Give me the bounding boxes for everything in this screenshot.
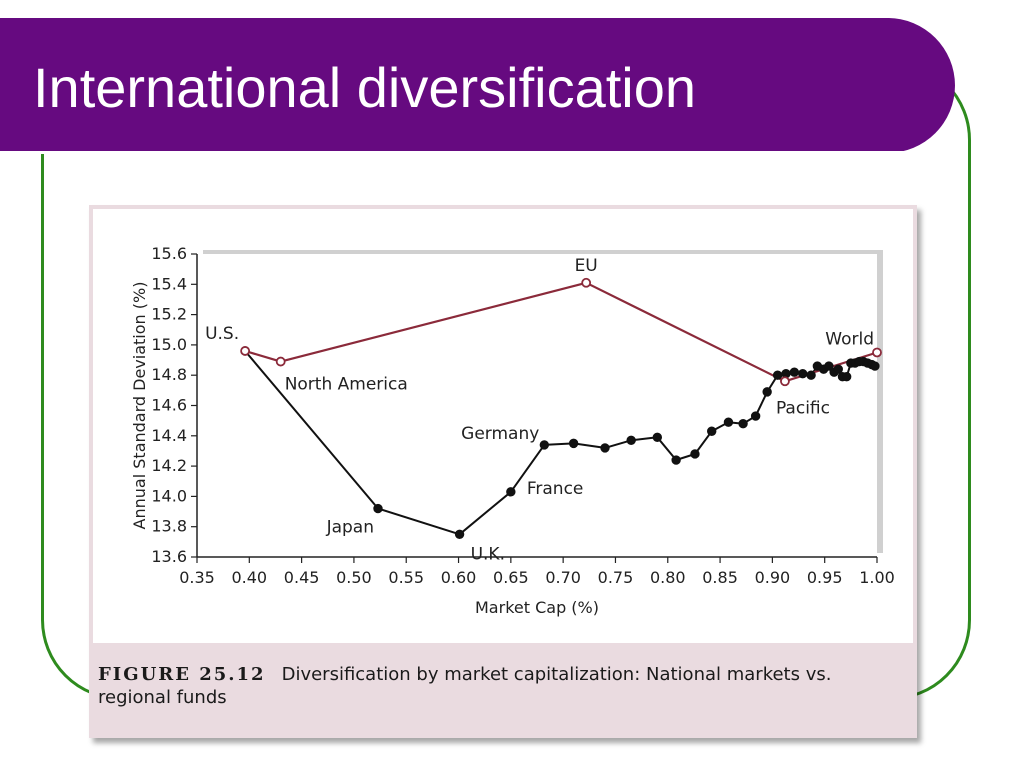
x-tick-label: 0.50 [336, 568, 372, 587]
national-market-point [723, 417, 734, 427]
national-market-point [539, 440, 550, 450]
national-market-point [750, 411, 761, 421]
y-tick-label: 15.4 [151, 274, 187, 293]
x-tick-label: 1.00 [859, 568, 895, 587]
title-underline [0, 151, 906, 154]
national-market-point [806, 370, 816, 380]
plot-area: 13.6 13.8 14.0 14.2 14.4 14.6 14.8 15.0 15.2 15.4… [93, 209, 913, 643]
national-market-point [454, 529, 465, 539]
regional-fund-point [240, 346, 251, 356]
x-tick-label: 0.35 [179, 568, 215, 587]
y-tick-label: 14.4 [151, 426, 187, 445]
national-market-point [373, 503, 383, 514]
y-tick-label: 13.8 [151, 517, 187, 536]
national-market-point [690, 449, 700, 459]
regional-fund-point [581, 277, 592, 288]
national-market-point [671, 455, 681, 465]
x-tick-label: 0.80 [650, 568, 686, 587]
national-market-point [824, 361, 834, 371]
national-market-point [707, 426, 717, 436]
y-tick-label: 14.6 [151, 396, 187, 415]
national-market-point [841, 372, 852, 382]
point-label: Germany [461, 424, 539, 444]
chart: 13.6 13.8 14.0 14.2 14.4 14.6 14.8 15.0 15.2 15.4… [130, 244, 895, 617]
national-market-point [833, 364, 843, 374]
x-tick-label: 0.90 [755, 568, 791, 587]
regional-fund-point [780, 376, 790, 387]
title-bar: International diversification [0, 18, 955, 154]
regional-fund-point [872, 347, 882, 358]
point-label: Japan [326, 518, 374, 538]
x-tick-label: 0.65 [493, 568, 529, 587]
point-label: North America [285, 375, 408, 395]
x-tick-label: 0.70 [545, 568, 581, 587]
y-tick-label: 14.8 [151, 365, 187, 384]
national-market-point [772, 370, 783, 380]
figure-caption-text: Diversification by market capitalization… [98, 664, 832, 708]
point-label: Pacific [776, 398, 830, 418]
point-label: U.S. [205, 324, 239, 344]
plot-background [197, 254, 877, 557]
point-label: France [527, 479, 584, 499]
figure-label: FIGURE 25.12 [98, 664, 266, 685]
national-market-point [600, 443, 610, 453]
y-tick-label: 14.2 [151, 456, 187, 475]
figure-caption: FIGURE 25.12 Diversification by market ca… [98, 663, 898, 709]
slide-title: International diversification [33, 56, 697, 119]
national-market-point [568, 438, 579, 449]
y-tick-label: 15.6 [151, 244, 187, 263]
national-market-point [506, 487, 516, 497]
national-market-point [626, 435, 636, 446]
national-market-point [870, 361, 880, 371]
x-axis-title: Market Cap (%) [475, 598, 599, 617]
y-tick-label: 15.2 [151, 305, 187, 324]
x-tick-label: 0.45 [284, 568, 320, 587]
national-market-point [762, 387, 772, 397]
national-market-point [789, 367, 800, 377]
national-market-point [652, 432, 663, 443]
national-market-point [738, 418, 748, 429]
y-axis-title: Annual Standard Deviation (%) [130, 282, 149, 530]
x-tick-label: 0.75 [598, 568, 634, 587]
x-tick-label: 0.95 [807, 568, 843, 587]
x-tick-label: 0.60 [441, 568, 477, 587]
point-label: U.K. [471, 544, 505, 564]
point-label: World [825, 329, 874, 349]
x-tick-label: 0.40 [231, 568, 267, 587]
y-tick-label: 13.6 [151, 547, 187, 566]
x-tick-label: 0.85 [702, 568, 738, 587]
national-market-point [798, 368, 808, 379]
y-tick-label: 15.0 [151, 335, 187, 354]
y-tick-label: 14.0 [151, 486, 187, 505]
x-tick-label: 0.55 [388, 568, 424, 587]
point-label: EU [575, 256, 598, 276]
regional-fund-point [275, 356, 286, 367]
figure-panel: 13.6 13.8 14.0 14.2 14.4 14.6 14.8 15.0 15.2 15.4… [89, 205, 917, 738]
